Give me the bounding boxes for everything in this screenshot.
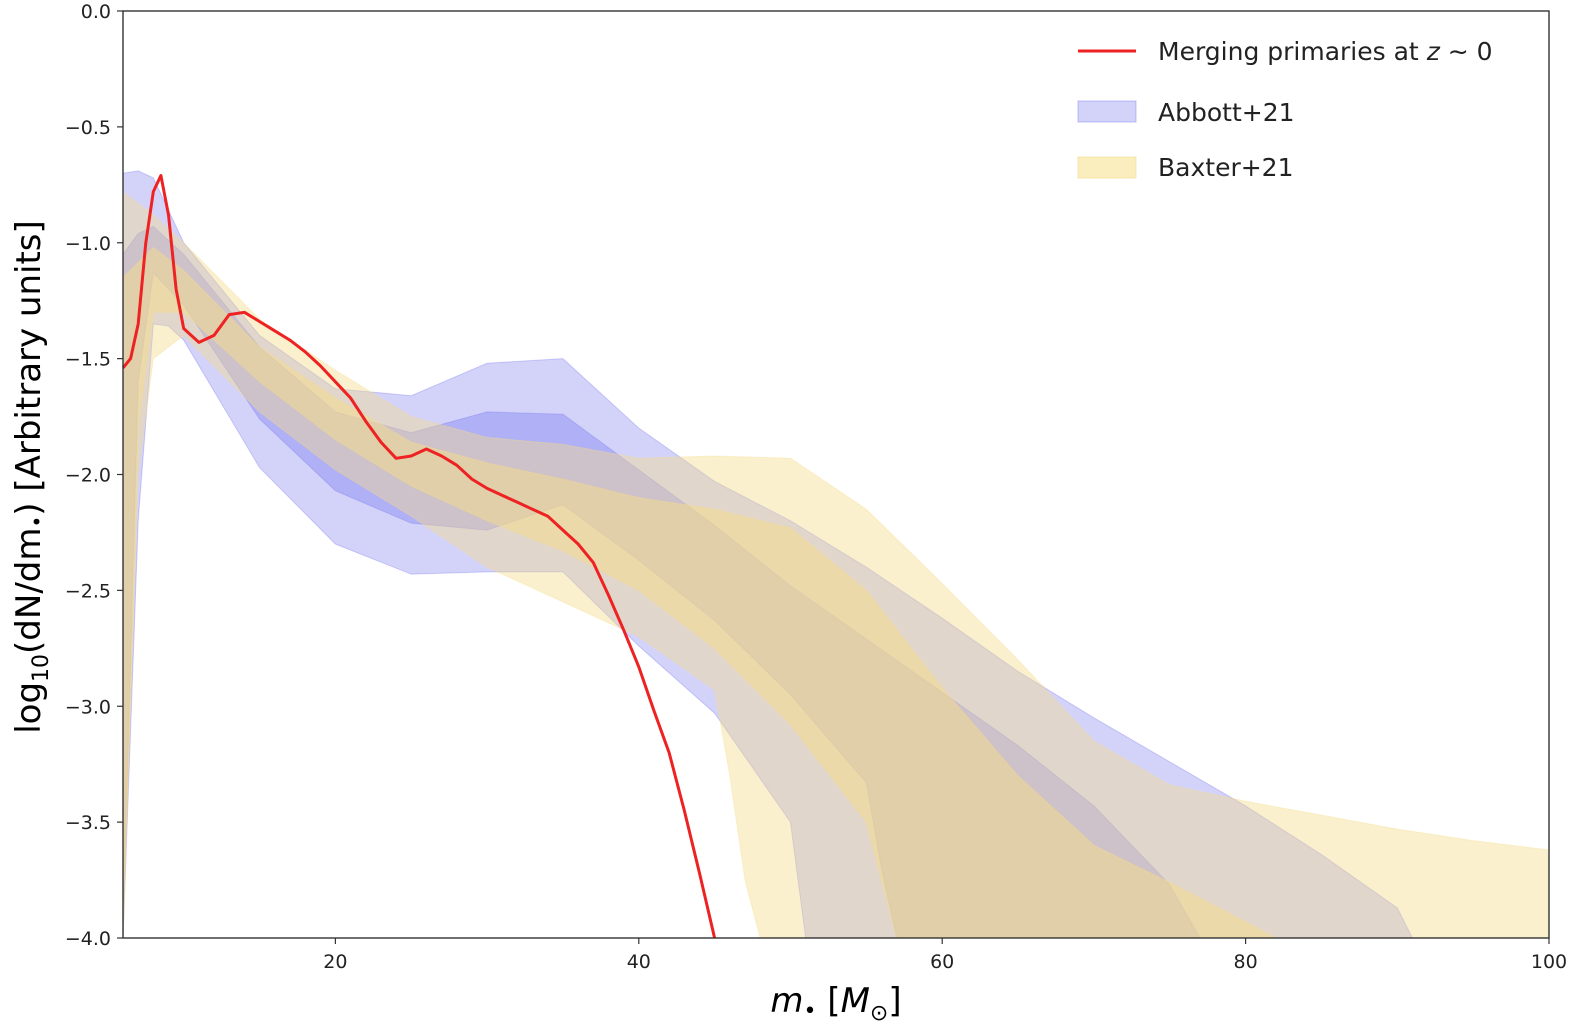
x-tick-label: 60 [930,951,954,973]
legend-swatch-baxter [1077,156,1137,179]
y-tick-label: −1.0 [65,233,111,255]
line-layer [121,174,717,939]
x-axis-ticks: 20 40 60 80 100 [323,938,1567,973]
band-baxter-2 [122,190,1550,939]
bands-layer [122,170,1550,939]
legend-label-merging: Merging primaries at z ∼ 0 [1158,37,1493,66]
x-tick-label: 40 [627,951,651,973]
legend: Merging primaries at z ∼ 0 Abbott+21 Bax… [1077,37,1493,182]
y-tick-label: −2.0 [65,465,111,487]
x-axis-label: m• [M⊙] [770,981,901,1025]
x-tick-label: 20 [323,951,347,973]
y-tick-label: 0.0 [81,1,111,23]
y-tick-label: −0.5 [65,117,111,139]
legend-label-baxter: Baxter+21 [1158,153,1294,182]
y-tick-label: −1.5 [65,349,111,371]
x-tick-label: 100 [1531,951,1567,973]
series-line-merging-primaries [121,174,717,939]
y-axis-ticks: 0.0 −0.5 −1.0 −1.5 −2.0 −2.5 −3.0 −3.5 −4.0 [65,1,123,950]
y-tick-label: −2.5 [65,580,111,602]
y-tick-label: −4.0 [65,928,111,950]
y-tick-label: −3.0 [65,696,111,718]
y-tick-label: −3.5 [65,812,111,834]
y-axis-label: log10(dN/dm•) [Arbitrary units] [9,220,54,734]
legend-swatch-abbott [1077,100,1137,123]
x-tick-label: 80 [1234,951,1258,973]
legend-label-abbott: Abbott+21 [1158,98,1295,127]
band-baxter-3 [122,246,1277,939]
